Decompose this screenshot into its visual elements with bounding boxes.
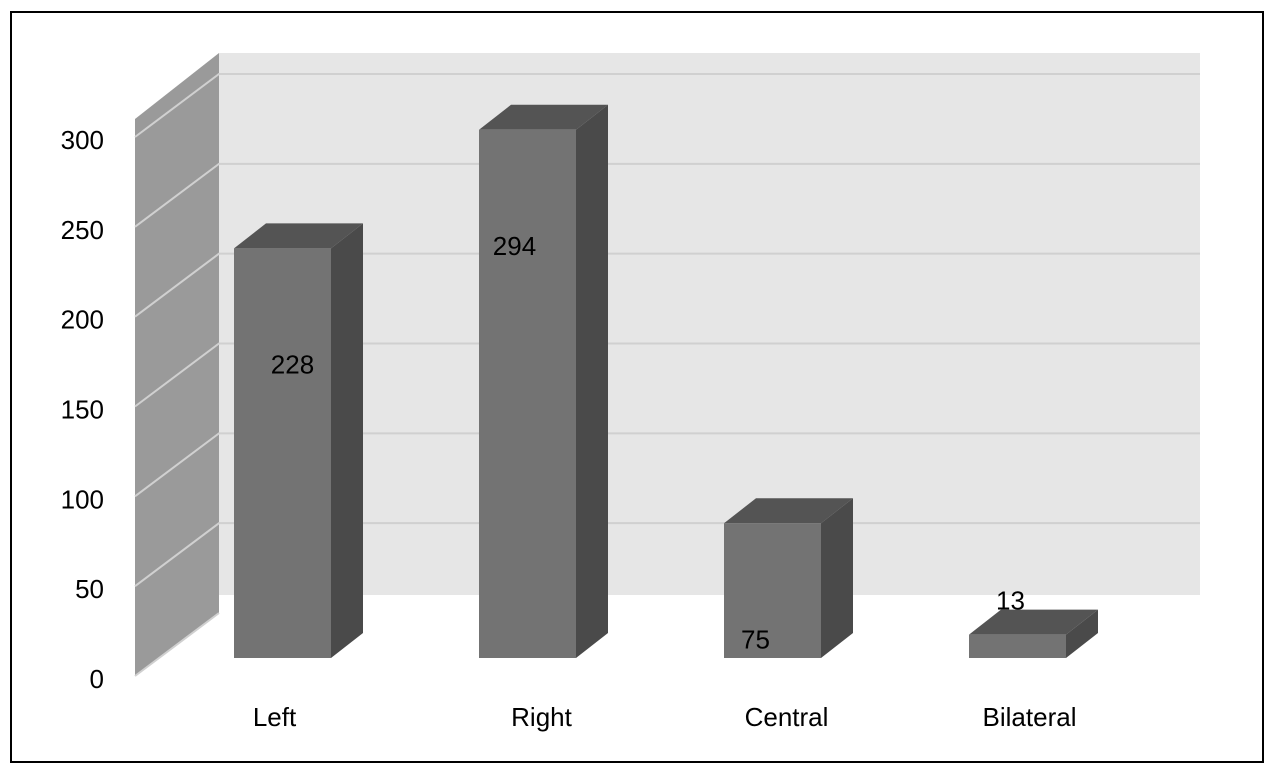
y-tick-label: 300: [61, 125, 104, 155]
y-tick-label: 250: [61, 215, 104, 245]
bar-front: [724, 523, 821, 658]
bar-front: [234, 248, 331, 659]
bar-top: [479, 104, 608, 130]
x-category-label: Bilateral: [983, 702, 1077, 732]
bar-bilateral: [969, 609, 1098, 658]
bar-right: [479, 104, 608, 658]
bar-side: [576, 104, 608, 658]
gridline-base: [134, 612, 220, 677]
y-axis-ticks: 0 50 100 150 200 250 300: [61, 125, 104, 694]
gridline: [134, 73, 1200, 138]
side-wall: [135, 53, 219, 676]
bar-top: [969, 609, 1098, 635]
data-label: 228: [271, 349, 314, 379]
y-tick-label: 150: [61, 395, 104, 425]
gridlines: [134, 73, 1200, 677]
gridline: [134, 432, 1200, 498]
x-category-label: Right: [511, 702, 572, 732]
data-label: 294: [493, 231, 536, 261]
bar-side: [331, 223, 363, 659]
bar-left: [234, 223, 363, 659]
y-tick-label: 200: [61, 305, 104, 335]
gridline: [134, 342, 1200, 408]
back-wall: [219, 53, 1200, 595]
bar-top: [234, 223, 363, 249]
gridline: [134, 252, 1200, 318]
bar-side: [1066, 609, 1098, 658]
bar-front: [479, 129, 576, 658]
gridline: [134, 522, 1200, 587]
chart-walls: [135, 53, 1200, 676]
y-tick-label: 100: [61, 484, 104, 514]
y-tick-label: 50: [75, 574, 104, 604]
bar-central: [724, 498, 853, 658]
x-category-label: Central: [745, 702, 829, 732]
x-category-label: Left: [253, 702, 297, 732]
data-label: 13: [996, 586, 1025, 616]
bar-front: [969, 634, 1066, 658]
bar-top: [724, 498, 853, 524]
x-axis-categories: Left Right Central Bilateral: [253, 702, 1077, 732]
y-tick-label: 0: [90, 664, 104, 694]
bars: [234, 104, 1098, 659]
bar-side: [821, 498, 853, 658]
gridline: [134, 162, 1200, 228]
data-labels: 228 294 75 13: [271, 231, 1025, 654]
data-label: 75: [741, 624, 770, 654]
